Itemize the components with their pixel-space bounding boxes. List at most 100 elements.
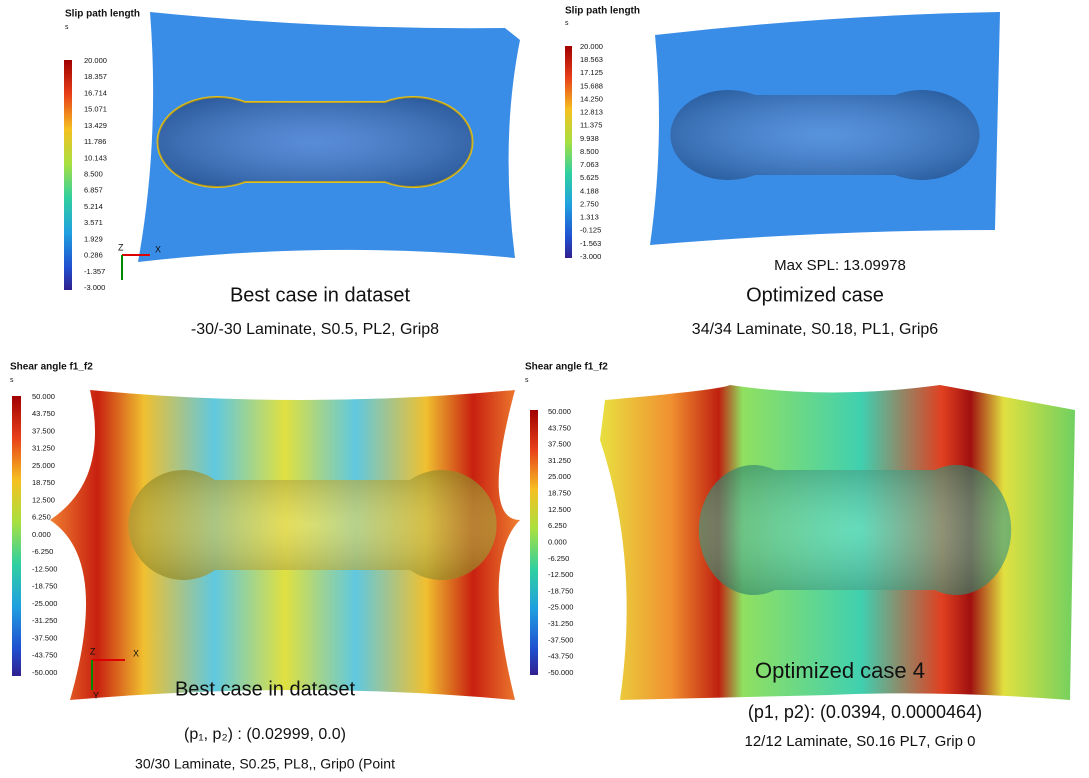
colorbar-label: -1.357 [84, 267, 105, 276]
colorbar-label: -25.000 [548, 603, 573, 612]
colorbar-label: 15.071 [84, 105, 107, 114]
unit-label: s [10, 377, 14, 384]
colorbar-label: 50.000 [32, 392, 55, 401]
colorbar-label: -31.250 [548, 619, 573, 628]
axis-triad [121, 254, 150, 280]
colorbar-label: 8.500 [84, 169, 103, 178]
colorbar-label: 37.500 [32, 426, 55, 435]
colorbar-label: 6.857 [84, 186, 103, 195]
dogbone-shade [128, 470, 497, 580]
colorbar-label: 5.214 [84, 202, 103, 211]
axis-label: X [133, 648, 139, 658]
colorbar-label: 5.625 [580, 173, 599, 182]
colorbar-label: 20.000 [580, 42, 603, 51]
colorbar-label: 7.063 [580, 160, 599, 169]
axis-triad [91, 659, 125, 690]
colorbar-label: 12.500 [548, 505, 571, 514]
axis-label: Z [90, 646, 96, 656]
colorbar-label: 16.714 [84, 88, 107, 97]
colorbar [530, 410, 538, 675]
colorbar-label: 1.929 [84, 234, 103, 243]
colorbar-label: 50.000 [548, 407, 571, 416]
colorbar-label: -31.250 [32, 616, 57, 625]
dogbone-shade [157, 96, 473, 187]
caption: Best case in dataset [175, 678, 356, 700]
colorbar-label: -37.500 [548, 635, 573, 644]
colorbar-label: 17.125 [580, 68, 603, 77]
colorbar-label: 10.143 [84, 153, 107, 162]
panel-1 [64, 12, 520, 290]
colorbar-label: 18.750 [32, 478, 55, 487]
colorbar-label: 8.500 [580, 147, 599, 156]
colorbar-label: -3.000 [84, 283, 105, 292]
colorbar-label: 12.500 [32, 495, 55, 504]
colorbar-label: -12.500 [32, 564, 57, 573]
axis-label: X [155, 244, 161, 254]
colorbar-label: -12.500 [548, 570, 573, 579]
colorbar-label: 12.813 [580, 108, 603, 117]
colorbar-label: 18.563 [580, 55, 603, 64]
panel-2 [565, 12, 1000, 258]
colorbar [64, 60, 72, 290]
colorbar-label: 18.357 [84, 72, 107, 81]
colorbar-label: 31.250 [32, 444, 55, 453]
caption: Best case in dataset [230, 284, 411, 306]
colorbar-label: -18.750 [32, 582, 57, 591]
caption: Max SPL: 13.09978 [774, 257, 906, 274]
colorbar-label: 37.500 [548, 440, 571, 449]
colorbar-label: -1.563 [580, 239, 601, 248]
panel-title: Shear angle f1_f2 [525, 362, 608, 373]
colorbar-label: 18.750 [548, 489, 571, 498]
colorbar-label: 0.286 [84, 251, 103, 260]
caption: 12/12 Laminate, S0.16 PL7, Grip 0 [745, 733, 976, 750]
panel-3 [12, 390, 520, 700]
colorbar-label: -25.000 [32, 599, 57, 608]
colorbar-label: 15.688 [580, 81, 603, 90]
colorbar-label: 11.375 [580, 121, 602, 130]
colorbar-label: -18.750 [548, 586, 573, 595]
unit-label: s [565, 20, 569, 27]
colorbar-label: 31.250 [548, 456, 571, 465]
colorbar-label: -50.000 [32, 668, 57, 677]
colorbar-label: 43.750 [548, 423, 571, 432]
unit-label: s [65, 24, 69, 31]
caption: Optimized case [746, 284, 884, 306]
colorbar-label: 6.250 [32, 513, 51, 522]
colorbar [12, 396, 21, 676]
caption: (p₁, p₂) : (0.02999, 0.0) [184, 726, 346, 743]
colorbar-label: 0.000 [548, 537, 567, 546]
panel-4 [530, 385, 1075, 700]
colorbar-label: -6.250 [32, 547, 53, 556]
caption: Optimized case 4 [755, 658, 925, 683]
caption: (p1, p2): (0.0394, 0.0000464) [748, 702, 982, 722]
colorbar-label: 20.000 [84, 56, 107, 65]
colorbar-label: 2.750 [580, 199, 599, 208]
colorbar-label: -0.125 [580, 226, 601, 235]
colorbar-label: 13.429 [84, 121, 107, 130]
caption: 34/34 Laminate, S0.18, PL1, Grip6 [692, 321, 938, 338]
colorbar-label: 3.571 [84, 218, 103, 227]
panel-title: Slip path length [565, 6, 640, 17]
panel-title: Shear angle f1_f2 [10, 362, 93, 373]
unit-label: s [525, 377, 529, 384]
colorbar-label: -50.000 [548, 668, 573, 677]
colorbar-label: 25.000 [548, 472, 571, 481]
colorbar-label: 25.000 [32, 461, 55, 470]
colorbar-label: -37.500 [32, 633, 57, 642]
colorbar-label: 0.000 [32, 530, 51, 539]
colorbar-label: 6.250 [548, 521, 567, 530]
colorbar-label: 43.750 [32, 409, 55, 418]
panel-title: Slip path length [65, 9, 140, 20]
axis-label: Y [93, 690, 99, 700]
dogbone-shade [698, 464, 1012, 596]
dogbone-shade [670, 90, 980, 180]
caption: 30/30 Laminate, S0.25, PL8,, Grip0 (Poin… [135, 756, 395, 772]
colorbar-label: 4.188 [580, 186, 599, 195]
colorbar-label: -3.000 [580, 252, 601, 261]
colorbar-label: 9.938 [580, 134, 599, 143]
axis-label: Z [118, 242, 124, 252]
colorbar-label: 14.250 [580, 94, 603, 103]
caption: -30/-30 Laminate, S0.5, PL2, Grip8 [191, 321, 439, 338]
